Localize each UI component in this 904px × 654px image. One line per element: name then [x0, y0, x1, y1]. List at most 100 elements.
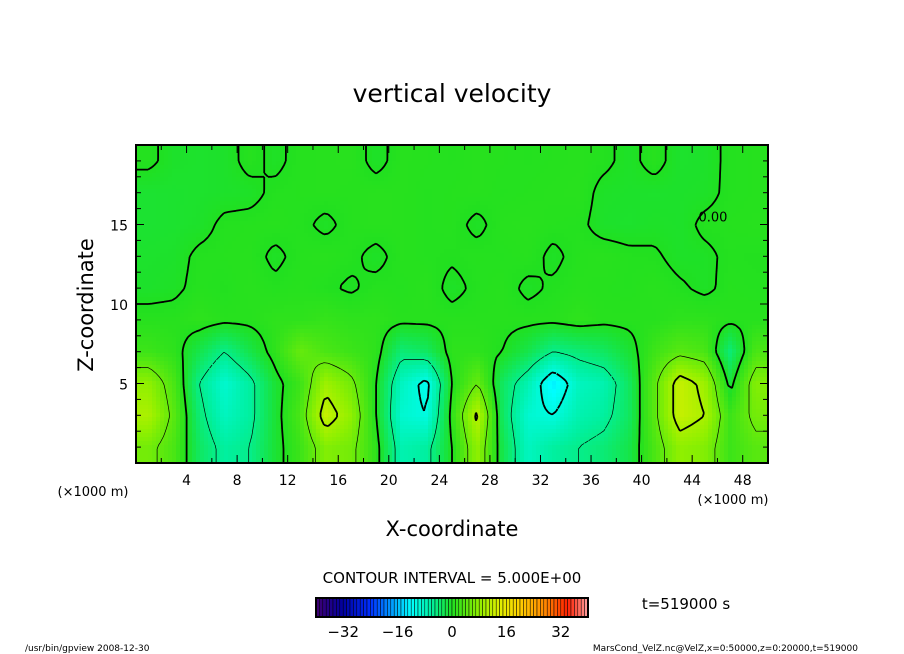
heatmap-cell [744, 157, 749, 162]
heatmap-cell [416, 157, 421, 162]
heatmap-cell [628, 145, 633, 150]
heatmap-cell [716, 209, 721, 214]
heatmap-cell [328, 253, 333, 258]
heatmap-cell [628, 181, 633, 186]
heatmap-cell [596, 177, 601, 182]
heatmap-cell [448, 157, 453, 162]
heatmap-cell [188, 149, 193, 154]
heatmap-cell [232, 153, 237, 158]
heatmap-cell [496, 157, 501, 162]
heatmap-cell [320, 161, 325, 166]
heatmap-cell [312, 265, 317, 270]
heatmap-cell [412, 233, 417, 238]
heatmap-cell [220, 265, 225, 270]
heatmap-cell [288, 209, 293, 214]
heatmap-cell [284, 201, 289, 206]
heatmap-cell [516, 161, 521, 166]
heatmap-cell [276, 221, 281, 226]
heatmap-cell [328, 197, 333, 202]
heatmap-cell [292, 261, 297, 266]
heatmap-cell [616, 249, 621, 254]
heatmap-cell [652, 201, 657, 206]
heatmap-cell [304, 245, 309, 250]
heatmap-cell [560, 149, 565, 154]
heatmap-cell [384, 241, 389, 246]
heatmap-cell [532, 169, 537, 174]
heatmap-cell [352, 229, 357, 234]
heatmap-cell [448, 165, 453, 170]
heatmap-cell [696, 205, 701, 210]
heatmap-cell [192, 169, 197, 174]
heatmap-cell [764, 241, 769, 246]
heatmap-cell [328, 181, 333, 186]
heatmap-cell [524, 149, 529, 154]
heatmap-cell [516, 269, 521, 274]
heatmap-cell [740, 205, 745, 210]
heatmap-cell [264, 165, 269, 170]
heatmap-cell [632, 221, 637, 226]
heatmap-cell [652, 149, 657, 154]
heatmap-cell [604, 257, 609, 262]
heatmap-cell [436, 229, 441, 234]
heatmap-cell [456, 257, 461, 262]
heatmap-cell [380, 245, 385, 250]
heatmap-cell [672, 173, 677, 178]
heatmap-cell [656, 221, 661, 226]
heatmap-cell [408, 177, 413, 182]
heatmap-cell [556, 237, 561, 242]
heatmap-cell [660, 161, 665, 166]
heatmap-cell [228, 205, 233, 210]
heatmap-cell [376, 233, 381, 238]
heatmap-cell [444, 221, 449, 226]
heatmap-cell [568, 237, 573, 242]
heatmap-cell [548, 241, 553, 246]
heatmap-cell [232, 253, 237, 258]
heatmap-cell [404, 161, 409, 166]
heatmap-cell [352, 213, 357, 218]
heatmap-cell [136, 201, 141, 206]
heatmap-cell [668, 233, 673, 238]
heatmap-cell [456, 221, 461, 226]
heatmap-cell [280, 185, 285, 190]
heatmap-cell [332, 217, 337, 222]
heatmap-cell [408, 253, 413, 258]
heatmap-cell [268, 153, 273, 158]
heatmap-cell [656, 177, 661, 182]
heatmap-cell [508, 221, 513, 226]
heatmap-cell [452, 229, 457, 234]
heatmap-cell [324, 165, 329, 170]
heatmap-cell [728, 249, 733, 254]
heatmap-cell [272, 237, 277, 242]
heatmap-cell [396, 241, 401, 246]
heatmap-cell [724, 217, 729, 222]
heatmap-cell [548, 261, 553, 266]
heatmap-cell [164, 173, 169, 178]
heatmap-cell [236, 225, 241, 230]
heatmap-cell [344, 253, 349, 258]
heatmap-cell [160, 185, 165, 190]
heatmap-cell [600, 241, 605, 246]
heatmap-cell [584, 225, 589, 230]
heatmap-cell [504, 181, 509, 186]
heatmap-cell [316, 205, 321, 210]
heatmap-cell [136, 245, 141, 250]
heatmap-cell [532, 265, 537, 270]
heatmap-cell [608, 209, 613, 214]
heatmap-cell [648, 233, 653, 238]
heatmap-cell [544, 257, 549, 262]
heatmap-cell [728, 169, 733, 174]
heatmap-cell [672, 165, 677, 170]
heatmap-cell [432, 209, 437, 214]
heatmap-cell [696, 185, 701, 190]
heatmap-cell [320, 201, 325, 206]
heatmap-cell [256, 149, 261, 154]
heatmap-cell [468, 193, 473, 198]
heatmap-cell [640, 189, 645, 194]
heatmap-cell [600, 209, 605, 214]
heatmap-cell [136, 153, 141, 158]
heatmap-cell [472, 201, 477, 206]
heatmap-cell [500, 213, 505, 218]
heatmap-cell [384, 233, 389, 238]
heatmap-cell [652, 189, 657, 194]
heatmap-cell [596, 169, 601, 174]
